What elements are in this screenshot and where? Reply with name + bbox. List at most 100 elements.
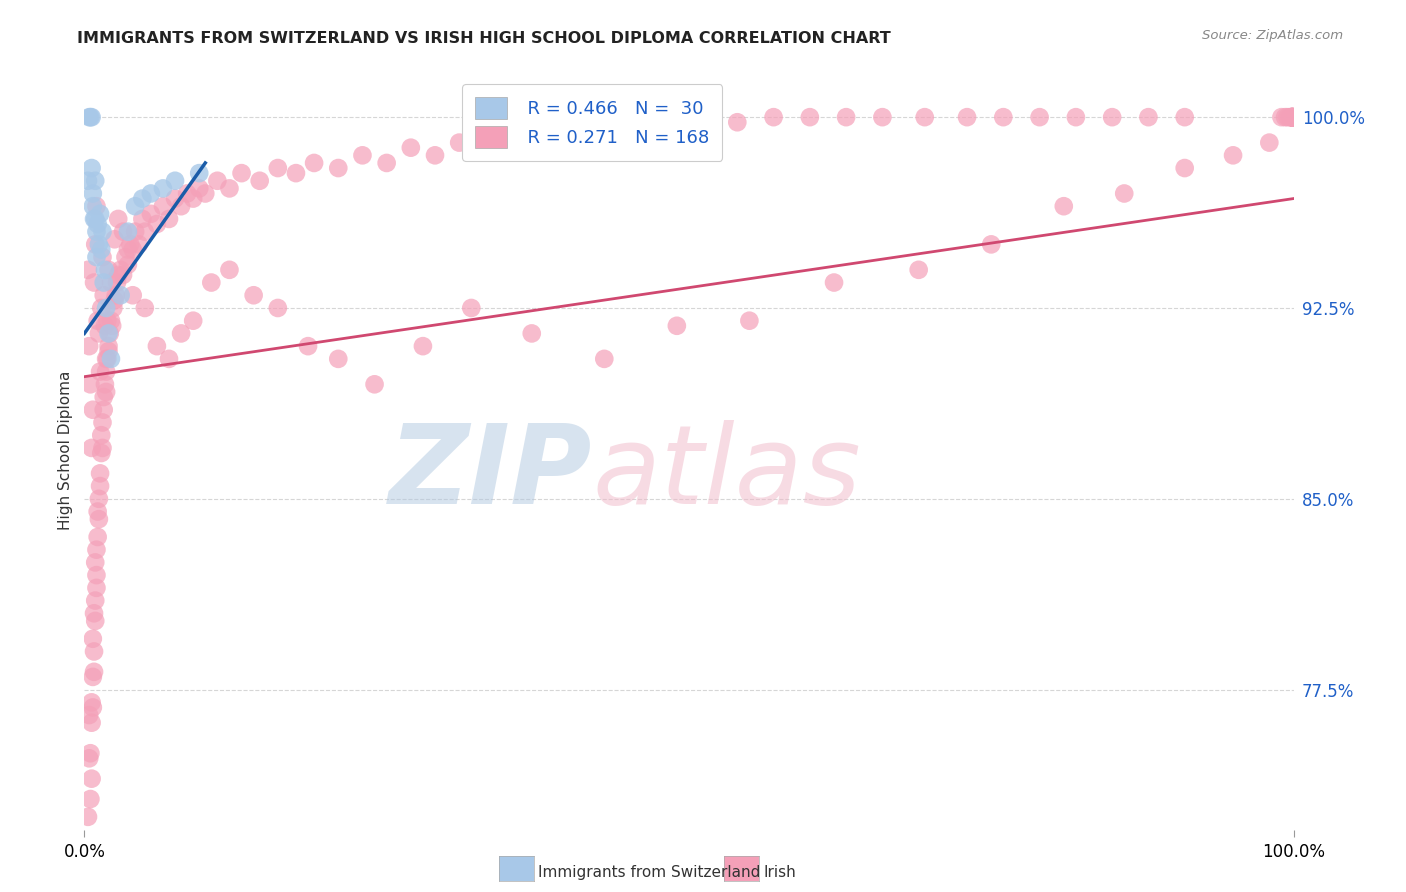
Point (980, 237, 1002, 252)
Point (412, 339, 434, 353)
Point (100, 314, 122, 328)
Point (105, 276, 128, 290)
Point (267, 161, 290, 175)
Point (112, 225, 135, 239)
Point (124, 199, 146, 213)
Point (121, 288, 143, 302)
Point (1274, 110, 1296, 124)
Point (128, 237, 150, 252)
Point (1277, 110, 1299, 124)
Point (1028, 110, 1050, 124)
Point (194, 186, 217, 201)
Point (297, 339, 319, 353)
Text: ZIP: ZIP (388, 420, 592, 526)
Point (285, 166, 308, 180)
Point (375, 156, 398, 170)
Point (87, 326, 110, 341)
Point (1281, 110, 1303, 124)
Point (96, 314, 118, 328)
Point (107, 211, 129, 226)
Point (94, 318, 117, 333)
Point (83, 644, 105, 658)
Point (100, 351, 122, 366)
Point (520, 326, 543, 341)
Point (165, 174, 187, 188)
Point (581, 130, 603, 145)
Point (110, 262, 132, 277)
Point (302, 156, 325, 170)
Point (218, 181, 240, 195)
Point (93, 390, 115, 404)
Point (399, 141, 422, 155)
Point (139, 186, 162, 201)
Point (84, 614, 107, 628)
Point (1053, 199, 1076, 213)
Point (1281, 110, 1303, 124)
Point (617, 123, 640, 137)
Point (1281, 110, 1303, 124)
Point (97, 326, 120, 341)
Point (83, 607, 105, 621)
Point (835, 110, 858, 124)
Point (146, 339, 169, 353)
Point (93, 276, 115, 290)
Point (79, 110, 101, 124)
Point (82, 670, 104, 684)
Point (90, 446, 112, 460)
Point (83, 276, 105, 290)
Point (117, 258, 139, 272)
Point (89, 467, 111, 481)
Point (80, 161, 103, 175)
Point (914, 110, 936, 124)
Point (91, 441, 114, 455)
Point (84, 211, 107, 226)
Point (1281, 110, 1303, 124)
Point (1064, 110, 1087, 124)
Point (1279, 110, 1302, 124)
Point (460, 301, 482, 315)
Point (139, 207, 162, 221)
Point (101, 318, 124, 333)
Point (242, 288, 264, 302)
Point (83, 211, 105, 226)
Point (249, 174, 271, 188)
Text: Irish: Irish (763, 865, 796, 880)
Point (1281, 110, 1303, 124)
Point (104, 288, 127, 302)
Point (84, 593, 107, 607)
Point (117, 243, 139, 257)
Point (363, 377, 385, 392)
Point (152, 181, 174, 195)
Point (1281, 110, 1303, 124)
Point (87, 237, 110, 252)
Point (725, 115, 748, 129)
Point (93, 288, 115, 302)
Text: Source: ZipAtlas.com: Source: ZipAtlas.com (1202, 29, 1343, 42)
Point (80, 772, 103, 786)
Point (328, 161, 350, 175)
Point (207, 174, 229, 188)
Point (117, 225, 139, 239)
Point (112, 268, 135, 282)
Point (100, 276, 122, 290)
Text: Immigrants from Switzerland: Immigrants from Switzerland (538, 865, 761, 880)
Point (1270, 110, 1292, 124)
Point (1278, 110, 1301, 124)
Point (79, 746, 101, 760)
Point (152, 199, 174, 213)
Point (188, 181, 211, 195)
Point (82, 186, 104, 201)
Point (472, 141, 495, 155)
Point (89, 207, 111, 221)
Legend:   R = 0.466   N =  30,   R = 0.271   N = 168: R = 0.466 N = 30, R = 0.271 N = 168 (463, 84, 723, 161)
Point (94, 301, 117, 315)
Point (86, 250, 108, 264)
Point (84, 237, 107, 252)
Point (762, 110, 785, 124)
Point (1174, 110, 1197, 124)
Point (1174, 161, 1197, 175)
Point (94, 351, 117, 366)
Point (104, 232, 127, 246)
Point (1114, 186, 1136, 201)
Point (89, 479, 111, 493)
